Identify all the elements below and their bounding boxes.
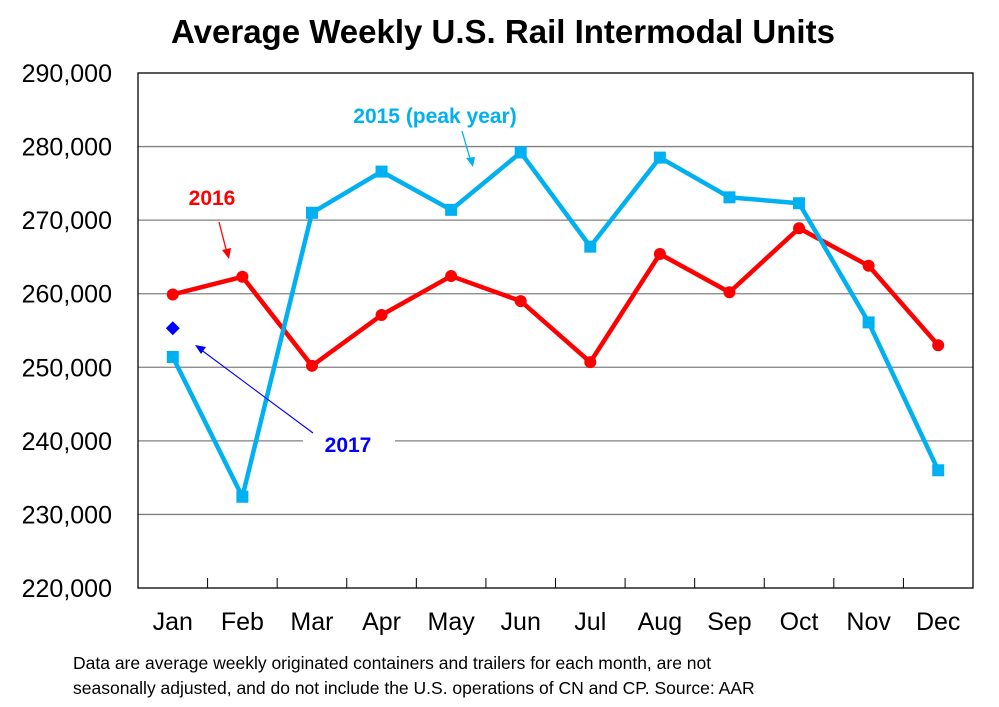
data-point xyxy=(236,270,249,283)
x-tick-label: Oct xyxy=(780,608,819,636)
y-tick-label: 260,000 xyxy=(22,281,112,309)
data-point xyxy=(584,356,597,369)
annotation-2015-arrow xyxy=(461,130,472,163)
x-tick-label: May xyxy=(428,608,476,636)
annotation-2017-arrow xyxy=(199,348,314,434)
footnote-line-1: Data are average weekly originated conta… xyxy=(73,653,711,673)
y-tick-label: 240,000 xyxy=(22,428,112,456)
data-point xyxy=(514,146,527,159)
data-point xyxy=(445,203,458,216)
data-point xyxy=(445,270,458,283)
footnote-line-2: seasonally adjusted, and do not include … xyxy=(73,678,755,698)
data-point xyxy=(305,206,318,219)
data-point xyxy=(166,350,179,363)
annotation-2017-bg xyxy=(303,428,395,458)
x-tick-label: Jun xyxy=(501,608,541,636)
x-tick-label: Apr xyxy=(362,608,401,636)
annotation-2016-arrowhead xyxy=(222,248,231,259)
y-tick-label: 280,000 xyxy=(22,134,112,162)
data-point xyxy=(375,165,388,178)
data-point xyxy=(793,197,806,210)
series-line xyxy=(170,150,941,500)
data-point xyxy=(236,490,249,503)
gridlines xyxy=(138,145,973,516)
annotation-2015: 2015 (peak year) xyxy=(353,105,516,128)
series-line xyxy=(172,225,940,369)
y-axis-ticks: 220,000 230,000 240,000 250,000 260,000 270,0… xyxy=(22,60,112,603)
x-tick-label: Dec xyxy=(916,608,960,636)
y-tick-label: 230,000 xyxy=(22,501,112,529)
y-tick-label: 290,000 xyxy=(22,60,112,88)
series-2015 xyxy=(166,146,945,503)
data-point xyxy=(165,321,180,336)
annotation-2015-arrowhead xyxy=(466,157,475,167)
x-tick-label: Jul xyxy=(574,608,606,636)
series-2017 xyxy=(165,321,180,336)
series-2016 xyxy=(166,222,945,372)
annotations: 2015 (peak year) 2016 2017 xyxy=(189,105,517,458)
x-tick-label: Aug xyxy=(638,608,682,636)
data-point xyxy=(514,295,527,308)
series-layer xyxy=(165,146,945,503)
annotation-2017: 2017 xyxy=(325,434,372,457)
y-tick-label: 250,000 xyxy=(22,354,112,382)
x-tick-label: Mar xyxy=(290,608,333,636)
x-tick-label: Nov xyxy=(846,608,891,636)
data-point xyxy=(932,339,945,352)
data-point xyxy=(305,359,318,372)
data-point xyxy=(584,240,597,253)
data-point xyxy=(723,286,736,299)
x-tick-label: Sep xyxy=(707,608,751,636)
x-axis-ticks: Jan Feb Mar Apr May Jun Jul Aug Sep Oct Nov Dec xyxy=(153,578,960,636)
chart-title: Average Weekly U.S. Rail Intermodal Unit… xyxy=(171,13,835,50)
data-point xyxy=(166,288,179,301)
data-point xyxy=(862,259,875,272)
x-tick-label: Feb xyxy=(221,608,264,636)
x-tick-label: Jan xyxy=(153,608,193,636)
data-point xyxy=(653,247,666,260)
data-point xyxy=(375,309,388,322)
annotation-2017-arrowhead xyxy=(195,345,206,354)
data-point xyxy=(653,151,666,164)
data-point xyxy=(793,222,806,235)
data-point xyxy=(932,464,945,477)
data-point xyxy=(862,316,875,329)
annotation-2016: 2016 xyxy=(189,187,236,210)
y-tick-label: 220,000 xyxy=(22,575,112,603)
data-point xyxy=(723,191,736,204)
y-tick-label: 270,000 xyxy=(22,207,112,235)
annotation-2016-arrow xyxy=(218,221,228,254)
